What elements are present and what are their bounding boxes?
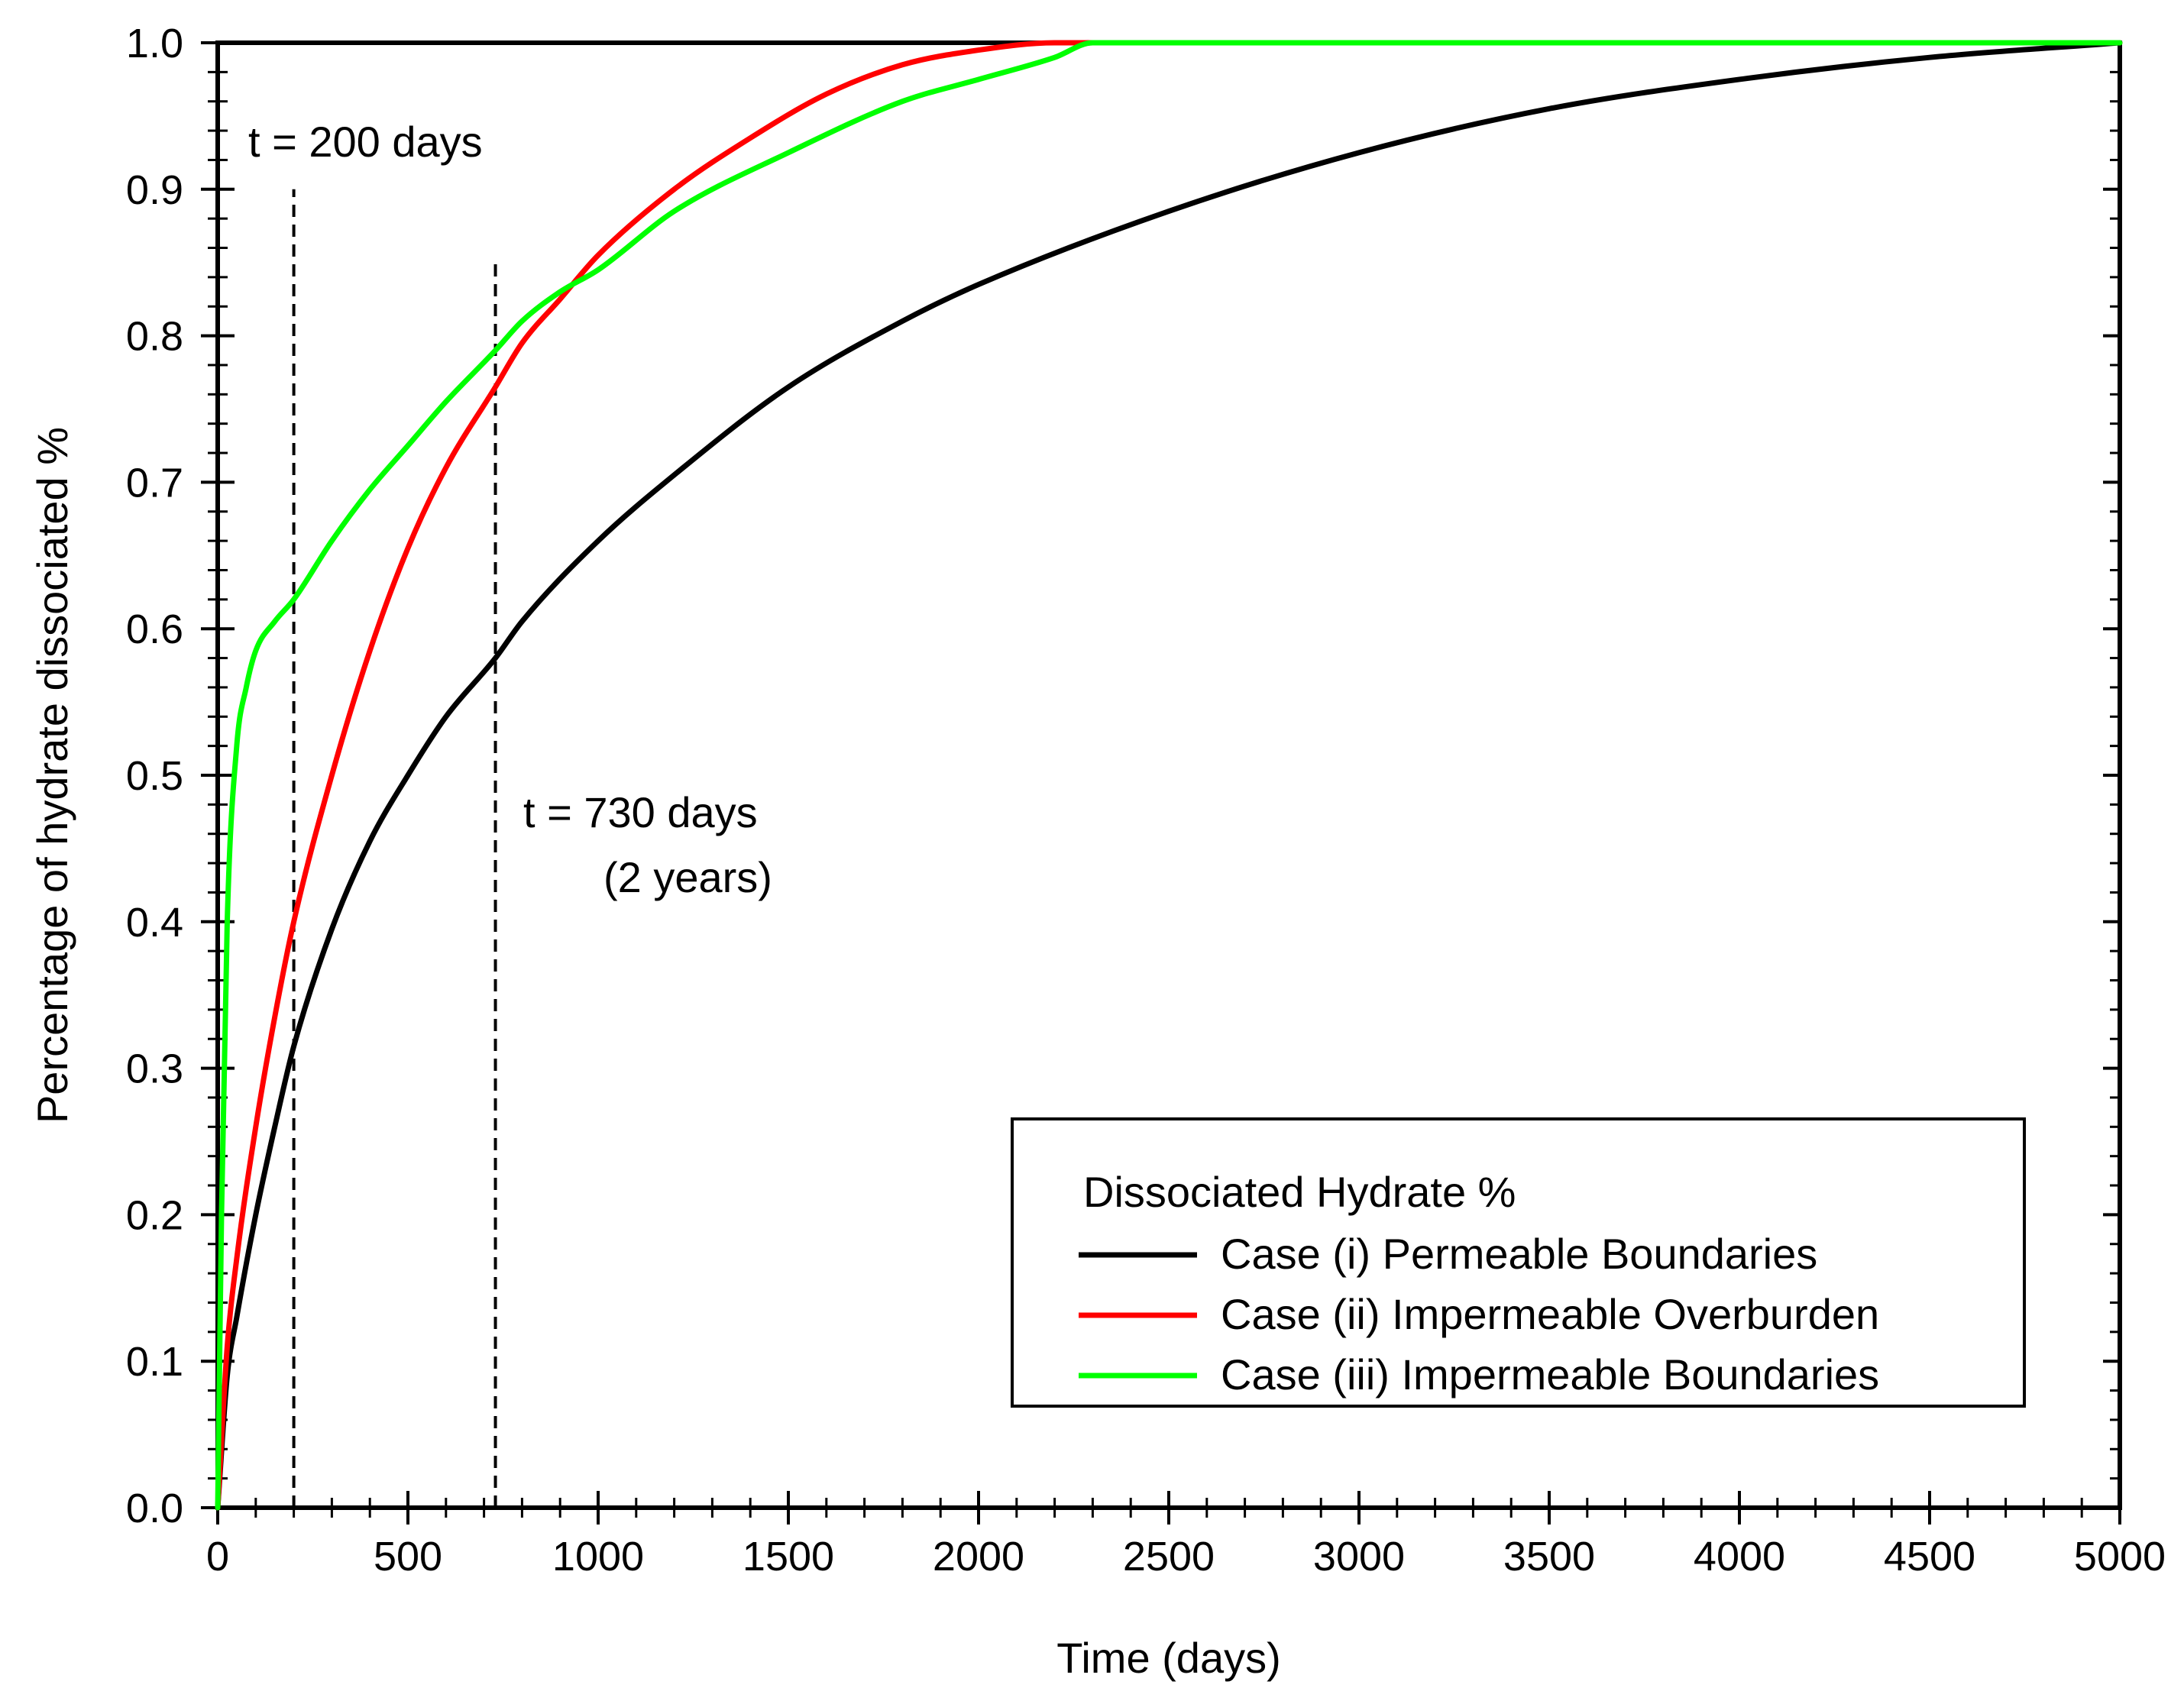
y-ticks: 0.0 0.1 0.2 0.3 0.4 0.5 0.6 0.7 0.8 0.9 1.0 xyxy=(126,21,2120,1531)
legend-title: Dissociated Hydrate % xyxy=(1083,1168,1516,1216)
legend-box xyxy=(1011,1117,2026,1408)
annotation-t730-sublabel: (2 years) xyxy=(603,853,772,901)
x-tick-label: 2500 xyxy=(1123,1534,1215,1580)
x-tick-label: 2000 xyxy=(933,1534,1024,1580)
series-line-case-i xyxy=(215,40,2123,1511)
x-tick-label: 5000 xyxy=(2074,1534,2166,1580)
series-lines xyxy=(215,40,2123,1511)
y-tick-label: 0.8 xyxy=(126,314,183,360)
y-axis-label: Percentage of hydrate dissociated % xyxy=(28,427,76,1124)
x-tick-label: 500 xyxy=(374,1534,442,1580)
x-tick-label: 3000 xyxy=(1313,1534,1405,1580)
y-tick-label: 1.0 xyxy=(126,21,183,66)
y-tick-label: 0.4 xyxy=(126,900,183,946)
y-tick-label: 0.0 xyxy=(126,1486,183,1531)
legend-label-case-iii: Case (iii) Impermeable Boundaries xyxy=(1221,1350,1879,1398)
annotation-lines xyxy=(292,189,497,1508)
legend-label-case-i: Case (i) Permeable Boundaries xyxy=(1221,1230,1817,1278)
x-tick-label: 1000 xyxy=(552,1534,644,1580)
x-tick-label: 3500 xyxy=(1503,1534,1595,1580)
y-tick-label: 0.1 xyxy=(126,1339,183,1385)
y-tick-label: 0.6 xyxy=(126,606,183,652)
y-tick-label: 0.7 xyxy=(126,460,183,506)
legend-label-case-ii: Case (ii) Impermeable Overburden xyxy=(1221,1290,1879,1338)
annotation-t200-label: t = 200 days xyxy=(248,118,483,166)
x-axis-label: Time (days) xyxy=(1056,1634,1281,1682)
y-tick-label: 0.5 xyxy=(126,753,183,799)
y-tick-label: 0.9 xyxy=(126,167,183,213)
legend: Dissociated Hydrate % Case (i) Permeable… xyxy=(1011,1117,2026,1408)
y-tick-label: 0.3 xyxy=(126,1046,183,1092)
x-ticks: 0 500 1000 1500 2000 2500 3000 3500 4000 4500 5000 xyxy=(206,1491,2166,1580)
annotation-t730-label: t = 730 days xyxy=(523,788,758,836)
series-line-case-iii xyxy=(215,40,2123,1511)
x-tick-label: 4500 xyxy=(1884,1534,1975,1580)
x-tick-label: 0 xyxy=(206,1534,229,1580)
x-tick-label: 4000 xyxy=(1694,1534,1785,1580)
x-tick-label: 1500 xyxy=(743,1534,834,1580)
y-tick-label: 0.2 xyxy=(126,1192,183,1238)
